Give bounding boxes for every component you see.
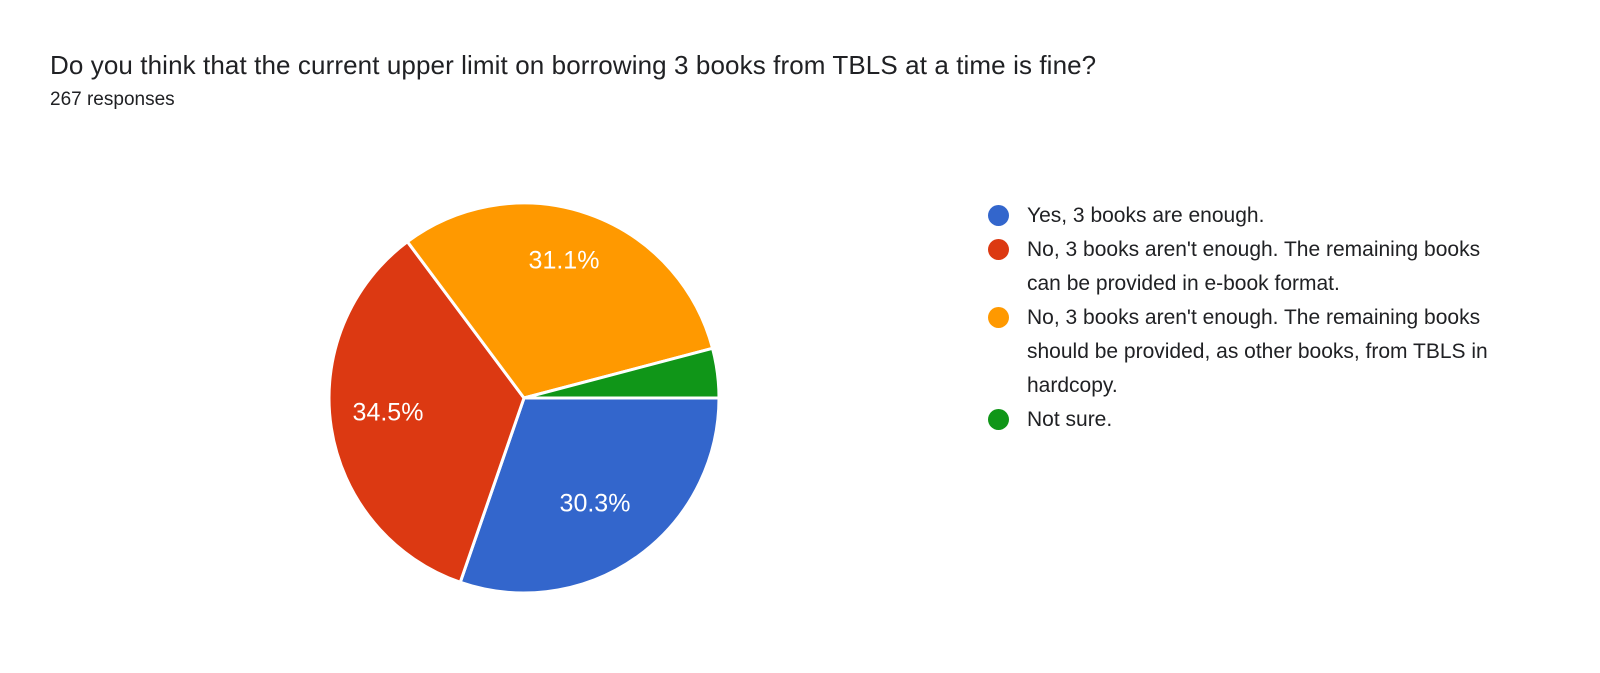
pie-slice[interactable] [329,239,526,585]
legend-swatch-blue-icon [988,205,1009,226]
legend-item-yes-3-books-are-enough[interactable]: Yes, 3 books are enough. [988,199,1508,233]
pie-slice[interactable] [405,203,715,400]
pie-slice-percent-label: 31.1% [529,247,600,275]
legend-item-no-ebook-format[interactable]: No, 3 books aren't enough. The remaining… [988,233,1508,301]
legend-item-not-sure[interactable]: Not sure. [988,403,1508,437]
chart-header: Do you think that the current upper limi… [50,48,1500,112]
legend-item-label: Not sure. [1027,408,1113,431]
chart-legend: Yes, 3 books are enough. No, 3 books are… [988,199,1508,437]
legend-item-label: No, 3 books aren't enough. The remaining… [1027,306,1488,397]
pie-chart-svg: 30.3% 34.5% 31.1% [329,203,719,593]
pie-slice[interactable] [458,396,719,593]
chart-area: 30.3% 34.5% 31.1% Yes, 3 books are enough.… [0,160,1600,660]
legend-swatch-red-icon [988,239,1009,260]
legend-swatch-orange-icon [988,307,1009,328]
legend-item-no-hardcopy[interactable]: No, 3 books aren't enough. The remaining… [988,301,1508,403]
page-title: Do you think that the current upper limi… [50,50,1097,80]
pie-slice-percent-label: 34.5% [353,399,424,427]
legend-item-label: Yes, 3 books are enough. [1027,204,1265,227]
response-count-label: 267 responses [50,89,175,110]
legend-item-label: No, 3 books aren't enough. The remaining… [1027,238,1481,295]
legend-swatch-green-icon [988,409,1009,430]
pie-chart: 30.3% 34.5% 31.1% [329,203,719,593]
pie-slice-percent-label: 30.3% [560,490,631,518]
